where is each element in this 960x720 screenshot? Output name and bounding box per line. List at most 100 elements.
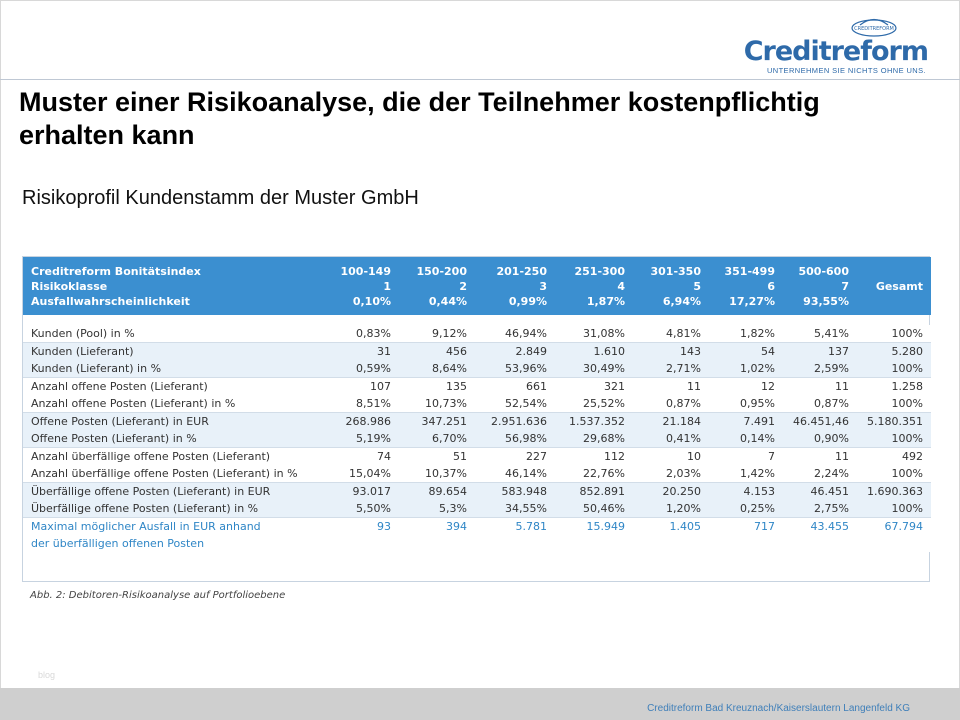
row-value-cell: 7.491 [709,412,783,430]
row-value-cell: 51 [399,447,475,465]
header-column-2: 150-200 2 0,44% [416,264,468,308]
row-value-cell: 456 [399,342,475,360]
row-value-cell: 2,24% [814,467,849,480]
header-column-1: 100-149 1 0,10% [340,264,392,308]
row-value-cell: 2,59% [814,362,849,375]
figure-caption: Abb. 2: Debitoren-Risikoanalyse auf Port… [30,590,286,601]
row-value-cell: 8,64% [432,362,467,375]
row-value-cell: 53,96% [505,362,547,375]
creditreform-logo: CREDITREFORM Creditreform UNTERNEHMEN SI… [744,16,929,75]
row-value-cell: 2,71% [666,362,701,375]
row-value-cell: 137 [783,342,857,360]
row-value-cell: 0,87% [666,397,701,410]
row-value-cell: 135 [399,377,475,395]
row-value-cell: 107 [313,377,399,395]
row-value-cell: 50,46% [583,502,625,515]
table-row: Anzahl offene Posten (Lieferant) 107 135 66… [23,377,931,395]
row-label: Anzahl offene Posten (Lieferant) [23,377,313,395]
row-total-cell: 100% [891,327,923,340]
logo-tagline: UNTERNEHMEN SIE NICHTS OHNE UNS. [766,66,926,75]
row-value-cell: 2,03% [666,467,701,480]
row-label: Kunden (Lieferant) [23,342,313,360]
row-value-cell: 46,14% [505,467,547,480]
row-value-cell: 7 [709,447,783,465]
row-total-cell: 5.280 [857,342,931,360]
row-total-cell: 492 [857,447,931,465]
row-value-cell: 10,37% [425,467,467,480]
row-value-cell: 43.455 [783,517,857,535]
header-prob-label: Ausfallwahrscheinlichkeit [31,294,190,308]
row-value-cell: 93.017 [313,482,399,500]
row-label: Anzahl überfällige offene Posten (Liefer… [23,447,313,465]
row-total-cell [857,535,931,552]
row-value-cell: 0,87% [814,397,849,410]
row-value-cell: 9,12% [432,327,467,340]
table-row: Kunden (Lieferant) 31 456 2.849 1.610 143 54 13… [23,342,931,360]
row-value-cell: 11 [783,447,857,465]
row-value-cell: 11 [633,377,709,395]
row-total-cell: 100% [891,467,923,480]
row-value-cell: 4.153 [709,482,783,500]
header-column-5: 301-350 5 6,94% [650,264,702,308]
row-value-cell: 1.537.352 [555,412,633,430]
row-value-cell: 5,41% [814,327,849,340]
row-value-cell: 25,52% [583,397,625,410]
header-index-label: Creditreform Bonitätsindex [31,264,201,278]
row-value-cell: 21.184 [633,412,709,430]
header-column-6: 351-499 6 17,27% [724,264,776,308]
row-value-cell: 12 [709,377,783,395]
watermark-text: blog [38,670,56,680]
risk-analysis-figure: Creditreform Bonitätsindex Risikoklasse … [22,256,931,582]
row-value-cell: 31,08% [583,327,625,340]
row-value-cell: 11 [783,377,857,395]
row-value-cell: 321 [555,377,633,395]
row-value-cell: 30,49% [583,362,625,375]
logo-badge-text: CREDITREFORM [854,26,894,32]
header-column-3: 201-250 3 0,99% [496,264,548,308]
row-value-cell: 8,51% [356,397,391,410]
row-label: Offene Posten (Lieferant) in % [31,432,197,445]
row-value-cell: 74 [313,447,399,465]
row-value-cell: 31 [313,342,399,360]
row-total-cell: 100% [891,502,923,515]
header-total: Gesamt [875,279,923,293]
header-class-label: Risikoklasse [31,279,108,293]
row-label: Überfällige offene Posten (Lieferant) in… [23,482,313,500]
table-row: Offene Posten (Lieferant) in % 5,19% 6,70%… [23,430,931,448]
row-value-cell: 583.948 [475,482,555,500]
row-value-cell: 46,94% [505,327,547,340]
row-total-cell: 5.180.351 [857,412,931,430]
logo-badge-icon: CREDITREFORM [851,18,897,37]
row-value-cell: 143 [633,342,709,360]
row-value-cell [399,535,475,552]
row-value-cell: 394 [399,517,475,535]
row-value-cell [475,535,555,552]
header-column-4: 251-300 4 1,87% [574,264,626,308]
row-value-cell: 52,54% [505,397,547,410]
row-total-cell: 1.258 [857,377,931,395]
row-value-cell: 5,50% [356,502,391,515]
risk-table: Creditreform Bonitätsindex Risikoklasse … [23,257,931,552]
row-total-cell: 67.794 [857,517,931,535]
row-total-cell: 100% [891,397,923,410]
row-value-cell: 46.451 [783,482,857,500]
row-label: Anzahl überfällige offene Posten (Liefer… [31,467,298,480]
row-value-cell: 10,73% [425,397,467,410]
row-value-cell: 1.405 [633,517,709,535]
row-value-cell: 10 [633,447,709,465]
row-value-cell: 1,02% [740,362,775,375]
row-label: Anzahl offene Posten (Lieferant) in % [31,397,236,410]
table-row: Kunden (Pool) in % 0,83% 9,12% 46,94% 31,08%… [23,325,931,343]
row-value-cell: 0,90% [814,432,849,445]
row-value-cell: 0,25% [740,502,775,515]
table-header-row: Creditreform Bonitätsindex Risikoklasse … [23,257,931,315]
row-value-cell [555,535,633,552]
row-value-cell: 2.951.636 [475,412,555,430]
row-value-cell: 5,3% [439,502,467,515]
row-value-cell: 1,82% [740,327,775,340]
row-value-cell: 717 [709,517,783,535]
row-value-cell: 34,55% [505,502,547,515]
row-value-cell: 29,68% [583,432,625,445]
row-value-cell: 20.250 [633,482,709,500]
row-value-cell: 347.251 [399,412,475,430]
